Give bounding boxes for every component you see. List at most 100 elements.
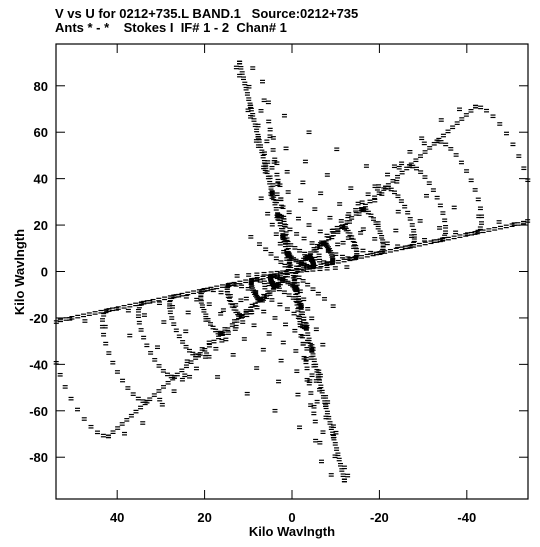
uv-point (140, 421, 146, 425)
uv-point (254, 366, 260, 370)
uv-point (310, 287, 316, 291)
uv-point (193, 356, 199, 360)
uv-point (276, 217, 282, 222)
uv-point (307, 253, 313, 257)
uv-point (399, 161, 405, 166)
uv-point (311, 404, 317, 409)
uv-point (274, 172, 280, 177)
uv-point (431, 141, 437, 146)
y-axis-label: Kilo Wavlngth (12, 229, 27, 315)
uv-point (395, 174, 401, 179)
uv-point (478, 105, 484, 110)
uv-point (243, 296, 249, 301)
uv-point (312, 249, 318, 253)
uv-point (331, 436, 337, 441)
uv-point (183, 364, 189, 369)
uv-point (138, 328, 144, 332)
uv-point (206, 343, 212, 348)
uv-point (365, 210, 371, 215)
uv-point (213, 328, 219, 333)
uv-point (272, 157, 278, 162)
uv-point (304, 366, 310, 371)
uv-point (309, 373, 315, 378)
uv-point (347, 257, 353, 262)
uv-point (297, 289, 303, 294)
uv-point (268, 271, 274, 275)
uv-point (395, 209, 401, 214)
uv-point (286, 293, 292, 297)
uv-point (318, 191, 324, 196)
uv-point (282, 243, 288, 248)
uv-point (296, 295, 302, 300)
uv-point (362, 203, 368, 208)
uv-point (417, 154, 423, 158)
uv-point (266, 119, 272, 124)
uv-point (291, 311, 297, 316)
uv-point (353, 254, 359, 259)
uv-point (294, 232, 300, 236)
uv-point (438, 118, 444, 122)
uv-point (119, 422, 125, 426)
uv-point (372, 237, 378, 241)
uv-point (387, 248, 393, 253)
uv-point (310, 268, 316, 272)
uv-point (231, 306, 237, 311)
uv-point (138, 302, 144, 306)
uv-point (106, 351, 112, 355)
uv-point (330, 304, 336, 308)
uv-point (124, 418, 130, 422)
uv-point (194, 297, 200, 302)
uv-point (442, 234, 448, 239)
uv-point (486, 228, 492, 232)
uv-point (254, 278, 260, 282)
uv-point (285, 280, 291, 285)
uv-point (428, 240, 434, 245)
uv-point (202, 355, 208, 359)
uv-point (413, 158, 419, 163)
uv-point (277, 272, 283, 276)
uv-point (273, 232, 279, 236)
y-tick-labels: 80 60 40 20 0 -20 -40 -60 -80 (29, 79, 48, 465)
uv-point (468, 108, 474, 113)
uv-point (331, 228, 337, 233)
uv-point (250, 66, 256, 70)
uv-point (244, 92, 250, 96)
uv-point (318, 263, 324, 268)
uv-point (233, 303, 239, 307)
uv-point (525, 219, 531, 223)
uv-point (280, 340, 286, 345)
uv-point (293, 349, 299, 353)
uv-point (243, 279, 249, 284)
uv-point (105, 434, 111, 439)
uv-point (198, 300, 204, 304)
x-tick-label: -20 (370, 510, 389, 525)
uv-point (408, 162, 414, 167)
uv-point (86, 312, 92, 316)
uv-point (328, 426, 334, 430)
x-tick-label: 0 (288, 510, 295, 525)
uv-point (418, 170, 424, 174)
uv-point (251, 323, 257, 328)
uv-point (350, 238, 356, 243)
uv-point (136, 320, 142, 325)
uv-point (298, 268, 304, 273)
uv-point (62, 385, 68, 389)
uv-point (335, 230, 341, 234)
uv-point (213, 346, 219, 351)
x-tick-label: 40 (110, 510, 124, 525)
uv-point (147, 397, 153, 402)
uv-point (358, 207, 364, 212)
uv-point (315, 374, 321, 378)
uv-point (379, 192, 385, 196)
uv-point (301, 325, 307, 330)
uv-point (434, 239, 440, 243)
uv-point (240, 76, 246, 81)
uv-point (188, 360, 194, 364)
uv-point (301, 267, 307, 271)
uv-point (303, 327, 309, 331)
uv-point (120, 378, 126, 383)
uv-point (57, 318, 63, 323)
uv-point (254, 272, 260, 277)
uv-point (316, 253, 322, 258)
uv-point (260, 275, 266, 280)
